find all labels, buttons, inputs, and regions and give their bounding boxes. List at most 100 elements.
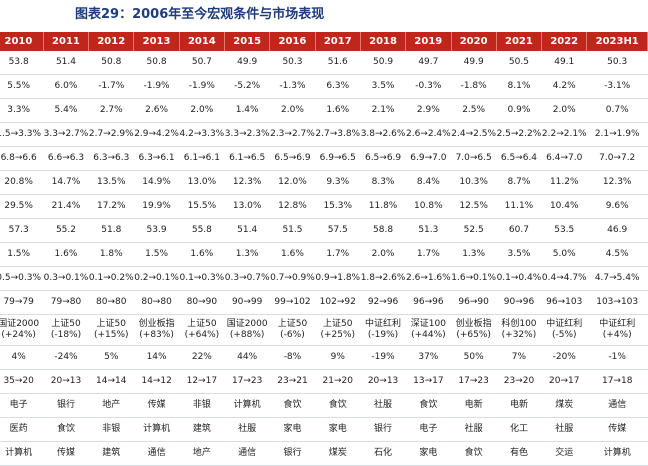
table-cell: 2.3→2.7% [269, 122, 316, 147]
table-row: 5.5% 6.0% -1.7% -1.9% -1.9% -5.2% -1.3% 6.3% 3.5… [0, 74, 648, 99]
table-cell: 55.8 [179, 218, 225, 243]
table-cell: 35→20 [0, 369, 44, 394]
table-cell: 49.9 [224, 51, 270, 75]
table-cell: 44% [224, 345, 270, 370]
table-cell: 14→14 [88, 369, 134, 394]
table-cell: 社服 [360, 393, 406, 418]
table-cell: 2.7% [88, 98, 134, 123]
table-cell: 上证50 (+15%) [88, 314, 134, 346]
table-cell: 13→17 [405, 369, 451, 394]
table-cell: 6.4→7.0 [541, 146, 587, 171]
table-cell: 50.9 [360, 51, 406, 75]
table-cell: 2.0% [269, 98, 316, 123]
table-cell: 计算机 [586, 441, 648, 466]
table-cell: 55.2 [43, 218, 89, 243]
table-row: 6.8→6.6 6.6→6.3 6.3→6.3 6.3→6.1 6.1→6.1 6.1→6… [0, 146, 648, 171]
table-cell: 6.1→6.5 [224, 146, 270, 171]
table-cell: 科创100 (+32%) [496, 314, 542, 346]
year-header: 2019 [405, 32, 452, 51]
table-cell: 家电 [315, 417, 361, 442]
table-cell: 52.5 [451, 218, 497, 243]
table-cell: 6.3% [315, 74, 361, 99]
table-cell: 建筑 [88, 441, 134, 466]
table-cell: 58.8 [360, 218, 406, 243]
table-cell: -1.9% [179, 74, 225, 99]
table-cell: 非银 [88, 417, 134, 442]
table-cell: 0.1→0.3% [179, 266, 225, 291]
table-cell: 医药 [0, 417, 44, 442]
year-header: 2017 [315, 32, 361, 51]
table-cell: 96→96 [405, 290, 451, 315]
table-cell: 12.5% [451, 194, 497, 219]
table-row: 53.8 51.4 50.8 50.8 50.7 49.9 50.3 51.6 50.9 49.7… [0, 51, 648, 75]
macro-market-table: 2010 2011 2012 2013 2014 2015 2016 2017 2018 2019… [0, 32, 648, 466]
table-cell: 计算机 [224, 393, 270, 418]
table-cell: 深证100 (+44%) [405, 314, 451, 346]
table-cell: 1.7% [315, 242, 361, 267]
table-cell: 7.0→6.5 [451, 146, 497, 171]
table-cell: 化工 [496, 417, 542, 442]
table-cell: 17→18 [586, 369, 648, 394]
table-cell: 传媒 [586, 417, 648, 442]
year-header: 2022 [541, 32, 588, 51]
table-cell: 食饮 [405, 393, 451, 418]
table-cell: 中证红利 (-19%) [360, 314, 406, 346]
table-cell: 4.2% [541, 74, 587, 99]
table-cell: 14.7% [43, 170, 89, 195]
table-cell: 80→80 [133, 290, 180, 315]
table-cell: 5.5% [0, 74, 44, 99]
table-row: 1.5% 1.6% 1.8% 1.5% 1.6% 1.3% 1.6% 1.7% 2.0% 1.7%… [0, 242, 648, 267]
table-cell: 家电 [269, 417, 316, 442]
table-cell: 2.6→2.4% [405, 122, 451, 147]
table-row: 57.3 55.2 51.8 53.9 55.8 51.4 51.5 57.5 58.8 51.3… [0, 218, 648, 243]
table-cell: 8.3% [360, 170, 406, 195]
table-cell: 15.3% [315, 194, 361, 219]
year-header: 2015 [224, 32, 271, 51]
table-cell: 通信 [224, 441, 270, 466]
table-cell: 2.4→2.5% [451, 122, 497, 147]
table-cell: 51.6 [315, 51, 361, 75]
table-cell: 17.2% [88, 194, 134, 219]
table-cell: 79→80 [43, 290, 89, 315]
table-cell: 13.5% [88, 170, 134, 195]
table-cell: -1.8% [451, 74, 497, 99]
table-cell: -19% [360, 345, 406, 370]
table-cell: 建筑 [179, 417, 225, 442]
table-body: 53.8 51.4 50.8 50.8 50.7 49.9 50.3 51.6 50.9 49.7… [0, 51, 648, 466]
table-cell: 10.8% [405, 194, 451, 219]
table-cell: 8.7% [496, 170, 542, 195]
table-cell: 通信 [133, 441, 180, 466]
table-cell: 3.8→2.6% [360, 122, 406, 147]
table-cell: 0.9→1.8% [315, 266, 361, 291]
table-cell: 102→92 [315, 290, 361, 315]
table-cell: 2.0% [541, 98, 587, 123]
table-row: 医药 食饮 非银 计算机 建筑 社服 家电 家电 银行 电子 社服 化工 社服 传媒 [0, 417, 648, 442]
table-cell: -0.3% [405, 74, 451, 99]
table-cell: 通信 [586, 393, 648, 418]
table-cell: 50.8 [133, 51, 180, 75]
year-header: 2012 [88, 32, 135, 51]
table-cell: 53.5 [541, 218, 587, 243]
table-cell: 2.5→2.2% [496, 122, 542, 147]
table-cell: 10.3% [451, 170, 497, 195]
table-cell: 创业板指 (+65%) [451, 314, 497, 346]
table-cell: 12.0% [269, 170, 316, 195]
table-cell: 4.2→3.3% [179, 122, 225, 147]
table-cell: -1.7% [88, 74, 134, 99]
table-cell: -8% [269, 345, 316, 370]
table-cell: 2.1→1.9% [586, 122, 648, 147]
table-cell: 1.5→3.3% [0, 122, 44, 147]
year-header: 2020 [451, 32, 497, 51]
table-cell: 2.2→2.1% [541, 122, 587, 147]
table-cell: 79→79 [0, 290, 44, 315]
table-cell: -24% [43, 345, 89, 370]
table-cell: 银行 [43, 393, 89, 418]
table-cell: 2.7→3.8% [315, 122, 361, 147]
table-cell: 上证50 (+25%) [315, 314, 361, 346]
table-cell: 2.6% [133, 98, 180, 123]
year-header: 2010 [0, 32, 44, 51]
table-cell: 14% [133, 345, 180, 370]
table-cell: 49.1 [541, 51, 587, 75]
table-cell: 1.7% [405, 242, 451, 267]
table-cell: 2.1% [360, 98, 406, 123]
